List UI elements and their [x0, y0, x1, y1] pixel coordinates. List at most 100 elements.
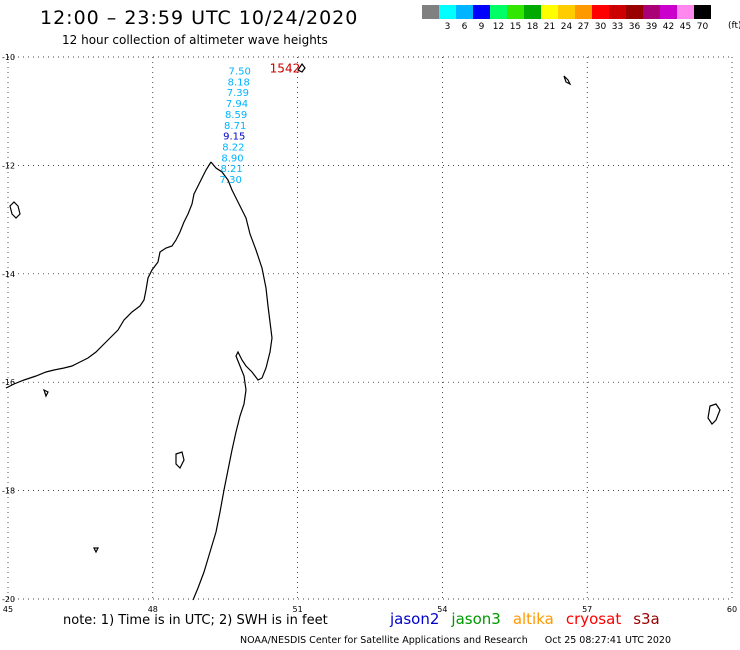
legend-bin: 42	[660, 5, 677, 33]
map-grid	[7, 56, 733, 600]
islet-d	[563, 75, 572, 86]
legend-bin: 36	[626, 5, 643, 33]
islet-g	[42, 388, 49, 398]
legend-swatch	[439, 5, 456, 19]
legend-swatch	[575, 5, 592, 19]
legend-bin: 30	[592, 5, 609, 33]
madagascar-coastline	[192, 161, 273, 601]
legend-swatch	[541, 5, 558, 19]
legend-bin: 6	[456, 5, 473, 33]
legend-label: 30	[594, 22, 607, 32]
swh-value: 8.71	[224, 121, 246, 132]
credit-line: NOAA/NESDIS Center for Satellite Applica…	[240, 635, 671, 646]
swh-value: 8.21	[220, 164, 242, 175]
islet-a	[9, 201, 21, 219]
legend-swatch	[558, 5, 575, 19]
latitude-tick-label: -16	[2, 378, 15, 387]
legend-bin: 33	[609, 5, 626, 33]
legend-bin: 9	[473, 5, 490, 33]
legend-swatch	[626, 5, 643, 19]
longitude-tick-label: 60	[727, 605, 737, 614]
swh-value: 9.15	[223, 132, 245, 143]
legend-label: 45	[679, 22, 692, 32]
islet-c	[707, 403, 721, 425]
legend-label: 27	[577, 22, 590, 32]
longitude-tick-label: 54	[437, 605, 447, 614]
latitude-tick-label: -18	[2, 487, 15, 496]
latitude-tick-label: -12	[2, 161, 15, 170]
satellite-name: altika	[512, 610, 554, 628]
legend-swatch	[473, 5, 490, 19]
legend-bin: 21	[541, 5, 558, 33]
legend-label: 70	[696, 22, 709, 32]
legend-swatch	[490, 5, 507, 19]
legend-swatch	[524, 5, 541, 19]
legend-bin: 70	[694, 5, 711, 33]
legend-label: 12	[492, 22, 505, 32]
islet-f	[93, 547, 99, 554]
swh-value: 7.94	[226, 99, 248, 110]
satellite-name: jason2	[390, 610, 440, 628]
legend-swatch	[643, 5, 660, 19]
legend-label: 21	[543, 22, 556, 32]
satellite-name: cryosat	[565, 610, 622, 628]
coastline	[5, 62, 721, 601]
legend-swatch	[677, 5, 694, 19]
pass-time-label: 1542	[270, 62, 301, 76]
swh-value: 8.22	[222, 142, 244, 153]
islet-e	[297, 62, 306, 73]
map-title: 12:00 – 23:59 UTC 10/24/2020	[40, 7, 359, 29]
altimeter-track: 1542 7.508.187.397.948.598.719.158.228.90…	[220, 62, 301, 186]
legend-swatch	[507, 5, 524, 19]
legend-bin: 24	[558, 5, 575, 33]
legend-label: 39	[645, 22, 658, 32]
legend-unit: (ft)	[728, 21, 740, 31]
africa-coastline	[5, 161, 212, 389]
legend-swatch	[592, 5, 609, 19]
generated-timestamp: Oct 25 08:27:41 UTC 2020	[544, 635, 672, 646]
legend-bin	[422, 5, 439, 33]
satellite-name: s3a	[633, 610, 660, 628]
longitude-tick-label: 48	[148, 605, 158, 614]
latitude-tick-label: -14	[2, 270, 15, 279]
swh-value: 7.30	[220, 175, 242, 186]
legend-swatch	[422, 5, 439, 19]
legend-swatch	[456, 5, 473, 19]
swh-value: 7.50	[229, 67, 251, 78]
legend-swatch	[660, 5, 677, 19]
swh-value: 8.90	[221, 153, 243, 164]
longitude-tick-label: 57	[582, 605, 592, 614]
satellite-name: jason3	[451, 610, 501, 628]
legend-label: 42	[662, 22, 675, 32]
legend-label: 36	[628, 22, 641, 32]
legend-bin: 12	[490, 5, 507, 33]
legend-label: 33	[611, 22, 624, 32]
legend-swatch	[694, 5, 711, 19]
legend-swatch	[609, 5, 626, 19]
satellite-legend: jason2 jason3 altika cryosat s3a	[390, 610, 672, 628]
legend-label: 6	[461, 22, 468, 32]
swh-value: 8.59	[225, 110, 247, 121]
longitude-tick-label: 45	[3, 605, 13, 614]
map-subtitle: 12 hour collection of altimeter wave hei…	[62, 33, 328, 47]
legend-bin: 15	[507, 5, 524, 33]
credit-text: NOAA/NESDIS Center for Satellite Applica…	[240, 635, 528, 646]
legend-label: 24	[560, 22, 573, 32]
legend-bin: 3	[439, 5, 456, 33]
legend-label: 9	[478, 22, 485, 32]
swh-value: 7.39	[227, 88, 249, 99]
axis-ticks: 45 48 51 54 57 60 -10 -12 -14 -16 -18 -20	[2, 53, 737, 614]
legend-bin: 45	[677, 5, 694, 33]
legend-bin: 39	[643, 5, 660, 33]
longitude-tick-label: 51	[293, 605, 303, 614]
latitude-tick-label: -10	[2, 53, 15, 62]
swh-value: 8.18	[228, 77, 250, 88]
legend-label: 15	[509, 22, 522, 32]
legend-bin: 27	[575, 5, 592, 33]
legend-label: 3	[444, 22, 451, 32]
legend-bin: 18	[524, 5, 541, 33]
footnote: note: 1) Time is in UTC; 2) SWH is in fe…	[63, 613, 328, 628]
islet-b	[175, 451, 185, 470]
